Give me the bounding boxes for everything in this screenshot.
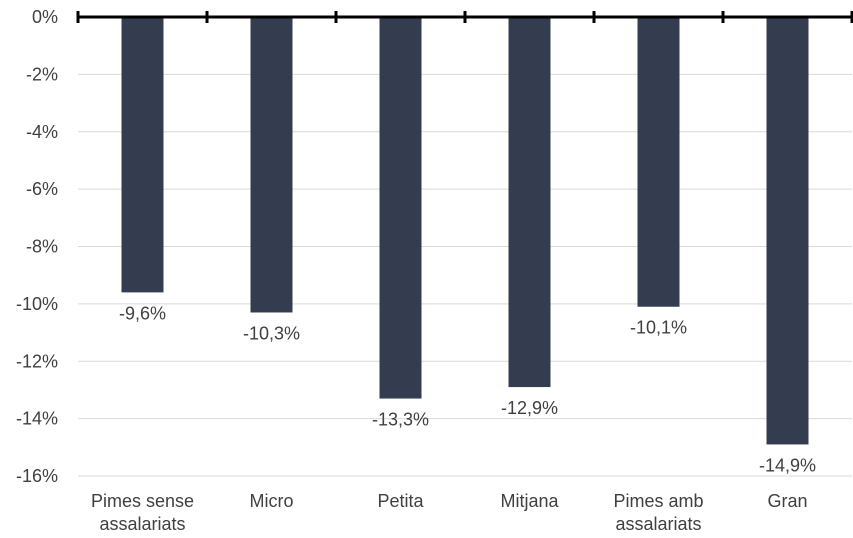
bar [379,17,422,399]
data-labels: -9,6% -10,3% -13,3% -12,9% -10,1% -14,9% [119,303,816,475]
data-label: -12,9% [501,398,558,418]
y-tick-label: -14% [16,409,58,429]
y-tick-label: -2% [26,64,58,84]
data-label: -9,6% [119,303,166,323]
category-label: assalariats [99,514,185,534]
bar [508,17,551,388]
bar [250,17,293,313]
gridlines [78,73,852,477]
data-label: -13,3% [372,410,429,430]
bar [121,17,164,293]
bar [637,17,680,307]
y-tick-label: -6% [26,179,58,199]
category-label: Pimes amb [613,491,703,511]
y-tick-label: -8% [26,237,58,257]
y-tick-label: 0% [32,7,58,27]
y-tick-label: -16% [16,466,58,486]
data-label: -14,9% [759,455,816,475]
x-axis [76,11,853,23]
bars [121,17,809,445]
data-label: -10,3% [243,323,300,343]
category-label: Mitjana [500,491,559,511]
category-label: Pimes sense [91,491,194,511]
x-axis-category-labels: Pimes sense assalariats Micro Petita Mitjana… [91,491,808,534]
category-label: assalariats [615,514,701,534]
data-label: -10,1% [630,318,687,338]
y-tick-label: -10% [16,294,58,314]
category-label: Micro [250,491,294,511]
bar [766,17,809,445]
y-axis-tick-labels: 0% -2% -4% -6% -8% -10% -12% -14% -16% [16,7,58,486]
y-tick-label: -12% [16,351,58,371]
y-tick-label: -4% [26,122,58,142]
category-label: Gran [767,491,807,511]
category-label: Petita [377,491,424,511]
